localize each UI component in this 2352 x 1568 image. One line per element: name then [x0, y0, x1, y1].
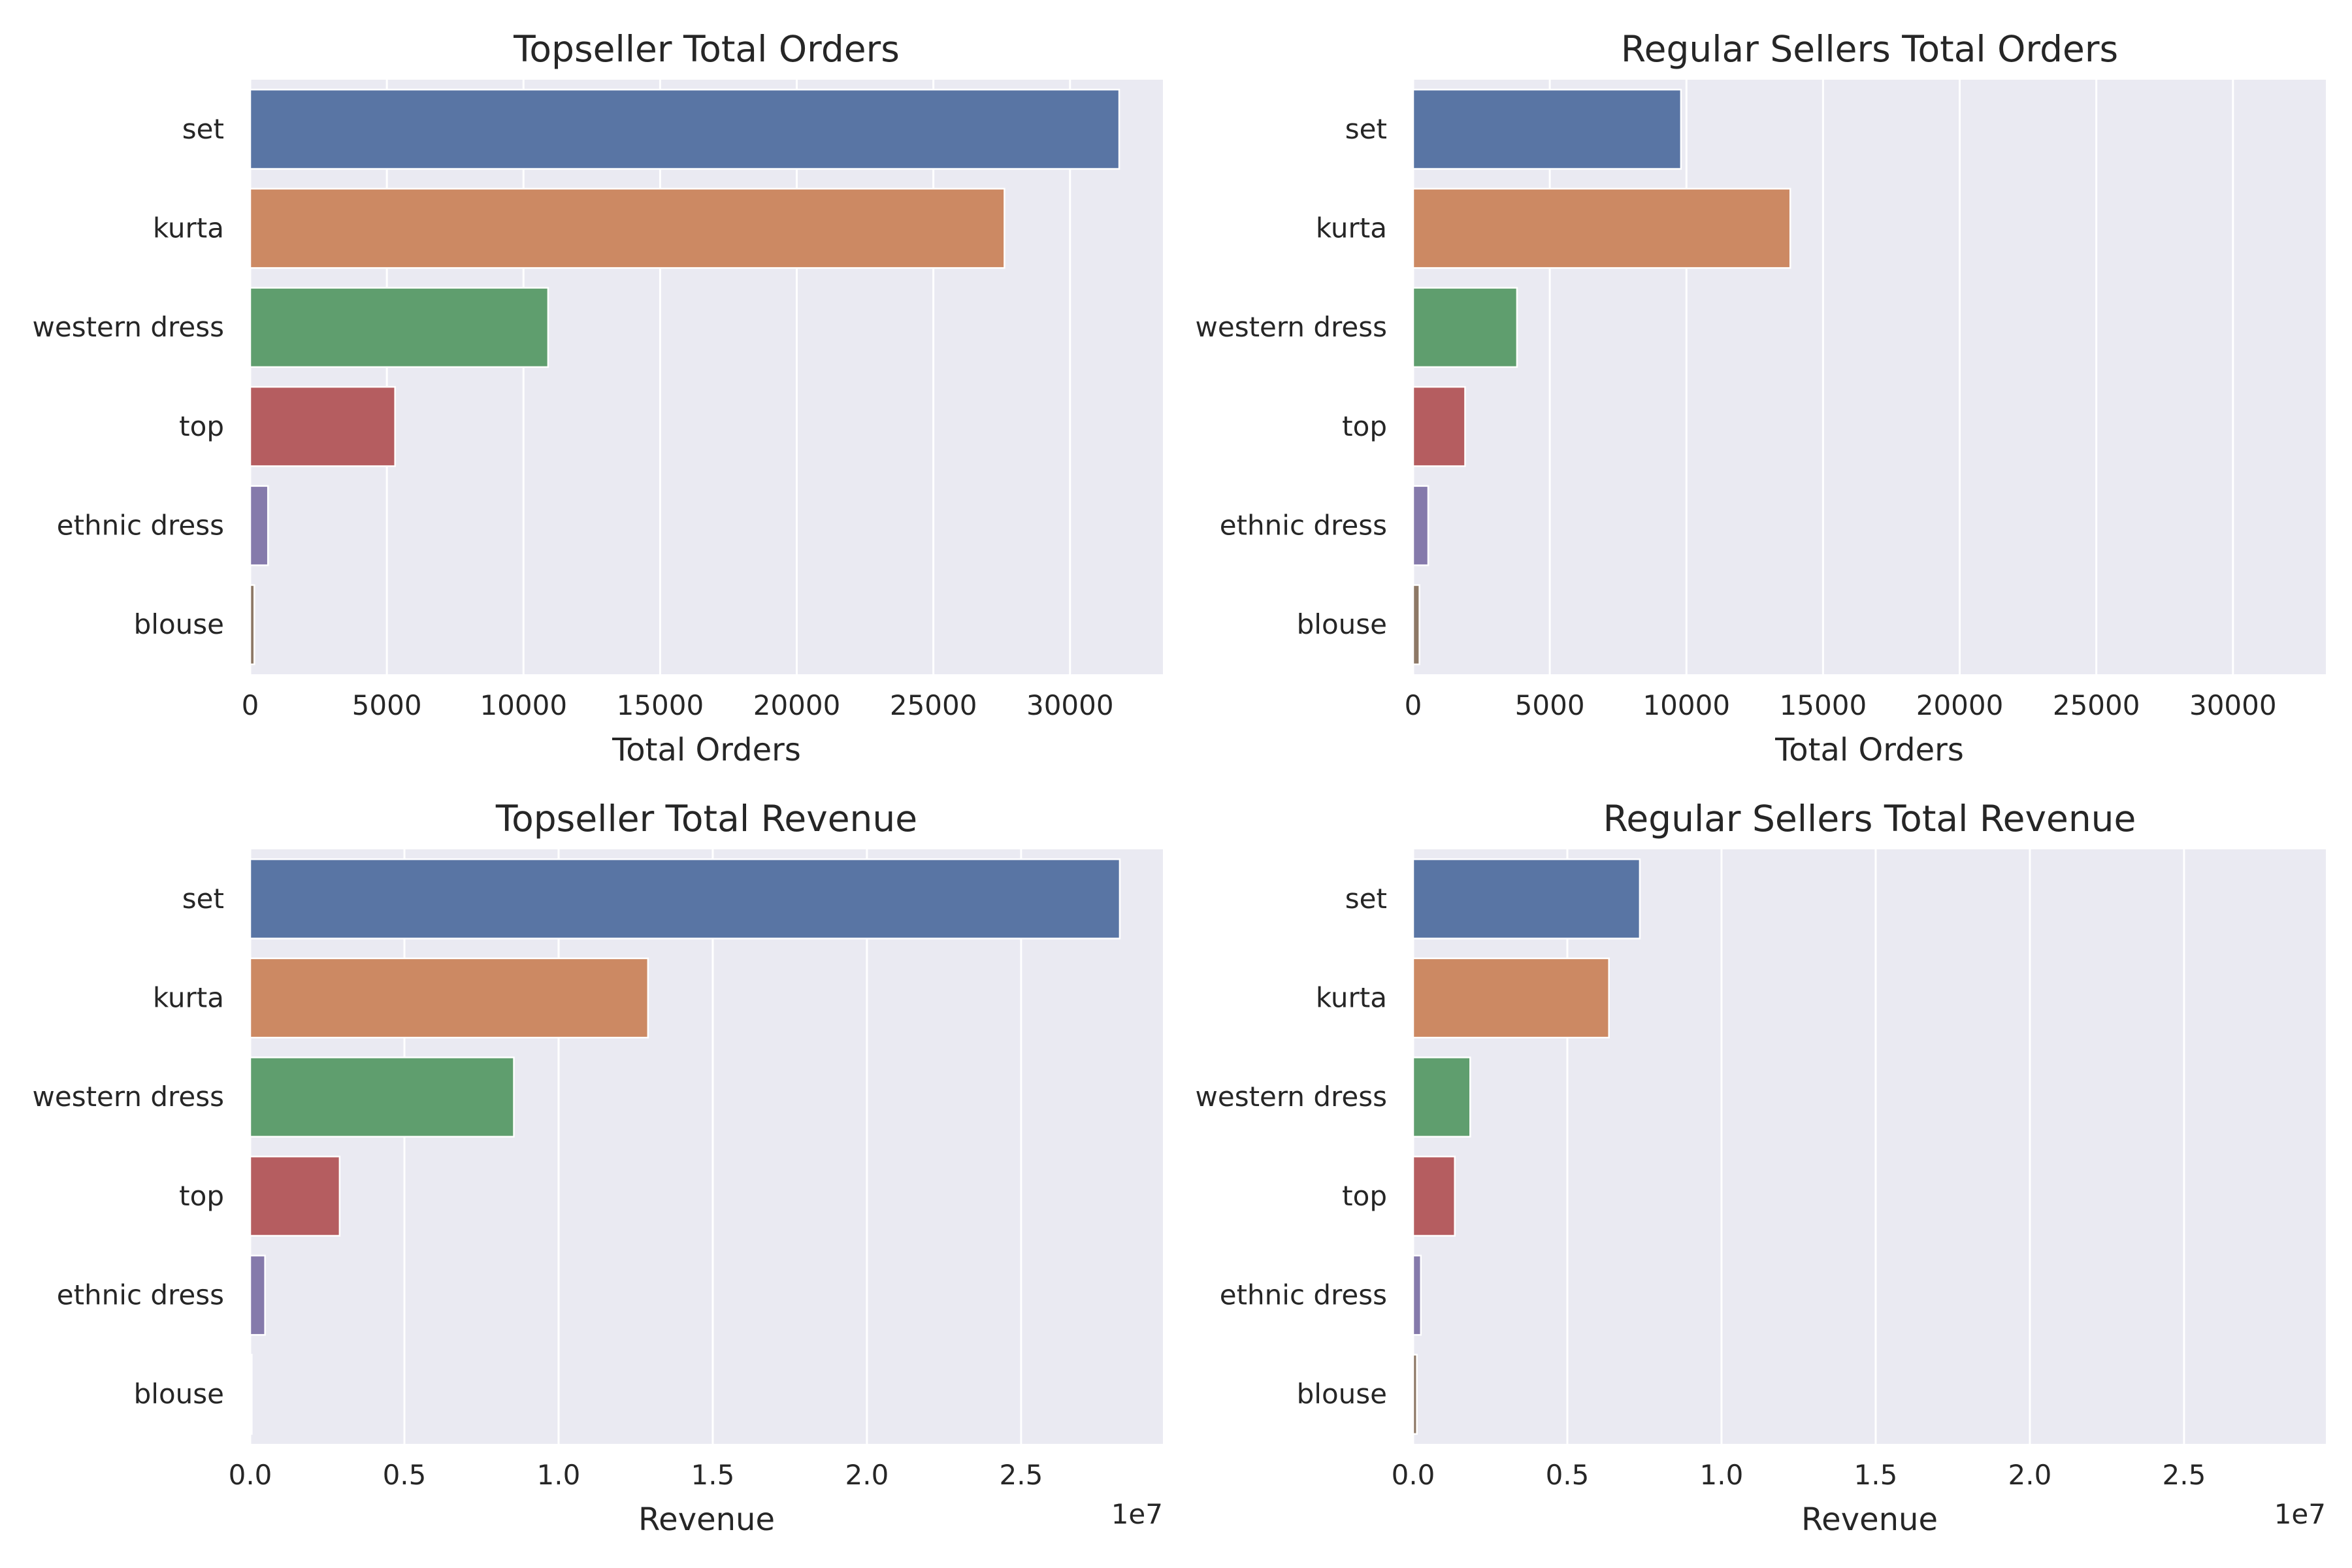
bar-blouse — [249, 1354, 253, 1435]
y-tick-label: kurta — [1316, 212, 1387, 244]
x-tick-label: 0 — [1405, 689, 1422, 721]
bar-set — [1412, 88, 1682, 170]
y-tick-label: set — [1345, 113, 1387, 145]
x-tick-label: 20000 — [1916, 689, 2004, 721]
bar-set — [1412, 858, 1641, 939]
x-axis-offset-label: 1e7 — [1111, 1498, 1163, 1530]
x-tick-label: 30000 — [2189, 689, 2277, 721]
y-tick-label: ethnic dress — [57, 510, 224, 542]
y-tick-label: western dress — [1196, 311, 1388, 343]
plot-area — [1413, 80, 2326, 674]
bar-top — [1412, 385, 1466, 467]
x-tick-label: 10000 — [480, 689, 567, 721]
y-tick-label: blouse — [1297, 1378, 1387, 1410]
y-tick-label: blouse — [134, 1378, 224, 1410]
bar-set — [249, 858, 1121, 939]
x-tick-label: 0.5 — [1546, 1459, 1590, 1491]
x-tick-label: 15000 — [1780, 689, 1867, 721]
x-tick-label: 10000 — [1642, 689, 1730, 721]
bar-ethnic-dress — [1412, 1254, 1422, 1336]
bar-western-dress — [249, 1056, 515, 1138]
x-tick-label: 30000 — [1026, 689, 1114, 721]
bar-blouse — [1412, 584, 1420, 666]
bar-kurta — [249, 957, 649, 1039]
x-tick-label: 1.0 — [537, 1459, 581, 1491]
x-tick-label: 2.0 — [845, 1459, 889, 1491]
x-tick-label: 25000 — [2053, 689, 2140, 721]
x-axis-offset-label: 1e7 — [2274, 1498, 2326, 1530]
chart-title: Regular Sellers Total Revenue — [1603, 798, 2136, 840]
bar-kurta — [1412, 957, 1610, 1039]
x-tick-label: 0.0 — [229, 1459, 272, 1491]
chart-panel-3: 0.0 0.5 1.0 1.5 2.0 2.5 set kurta western dress t… — [33, 798, 1163, 1538]
x-tick-label: 25000 — [890, 689, 977, 721]
y-tick-label: ethnic dress — [1220, 1279, 1387, 1311]
plot-area — [250, 80, 1163, 674]
y-tick-label: top — [179, 1180, 224, 1212]
x-tick-label: 5000 — [1515, 689, 1585, 721]
y-tick-label: top — [1342, 410, 1387, 442]
bar-western-dress — [1412, 287, 1518, 368]
bar-top — [249, 385, 396, 467]
x-axis-label: Revenue — [1801, 1501, 1938, 1538]
x-tick-label: 2.5 — [2163, 1459, 2206, 1491]
chart-title: Regular Sellers Total Orders — [1621, 28, 2118, 70]
bar-blouse — [249, 584, 255, 666]
chart-panel-2: 0 5000 10000 15000 20000 25000 30000 set kurta we… — [1196, 28, 2326, 768]
y-tick-label: kurta — [1316, 982, 1387, 1014]
x-tick-label: 2.0 — [2008, 1459, 2052, 1491]
y-tick-label: western dress — [1196, 1081, 1388, 1113]
plot-area — [1413, 849, 2326, 1444]
y-tick-label: top — [179, 410, 224, 442]
bar-ethnic-dress — [1412, 485, 1429, 566]
chart-panel-4: 0.0 0.5 1.0 1.5 2.0 2.5 set kurta western dress t… — [1196, 798, 2326, 1538]
y-tick-label: ethnic dress — [57, 1279, 224, 1311]
x-tick-label: 5000 — [352, 689, 422, 721]
bar-ethnic-dress — [249, 1254, 266, 1336]
x-tick-label: 0.5 — [383, 1459, 427, 1491]
bar-blouse — [1412, 1354, 1418, 1435]
bar-kurta — [1412, 188, 1791, 269]
x-tick-label: 0 — [242, 689, 259, 721]
y-tick-label: set — [182, 883, 224, 915]
chart-panel-1: 0 5000 10000 15000 20000 25000 30000 set kurta we… — [33, 28, 1163, 768]
x-tick-label: 1.5 — [1854, 1459, 1898, 1491]
x-axis-label: Total Orders — [612, 732, 801, 768]
y-tick-label: blouse — [1297, 608, 1387, 640]
y-tick-label: set — [182, 113, 224, 145]
bar-top — [249, 1155, 341, 1237]
y-tick-label: blouse — [134, 608, 224, 640]
y-tick-label: ethnic dress — [1220, 510, 1387, 542]
x-tick-label: 1.5 — [691, 1459, 735, 1491]
y-tick-label: top — [1342, 1180, 1387, 1212]
x-tick-label: 2.5 — [1000, 1459, 1043, 1491]
x-tick-label: 15000 — [617, 689, 704, 721]
y-tick-label: set — [1345, 883, 1387, 915]
x-tick-label: 1.0 — [1700, 1459, 1744, 1491]
bar-top — [1412, 1155, 1456, 1237]
bar-western-dress — [1412, 1056, 1471, 1138]
x-axis-label: Total Orders — [1774, 732, 1964, 768]
y-tick-label: western dress — [33, 1081, 225, 1113]
x-tick-label: 0.0 — [1392, 1459, 1435, 1491]
chart-title: Topseller Total Orders — [513, 28, 900, 70]
bar-western-dress — [249, 287, 549, 368]
bar-kurta — [249, 188, 1005, 269]
chart-title: Topseller Total Revenue — [495, 798, 917, 840]
plot-area — [250, 849, 1163, 1444]
y-tick-label: kurta — [153, 212, 224, 244]
bar-ethnic-dress — [249, 485, 269, 566]
y-tick-label: western dress — [33, 311, 225, 343]
bar-set — [249, 88, 1120, 170]
y-tick-label: kurta — [153, 982, 224, 1014]
x-axis-label: Revenue — [638, 1501, 775, 1538]
x-tick-label: 20000 — [753, 689, 841, 721]
